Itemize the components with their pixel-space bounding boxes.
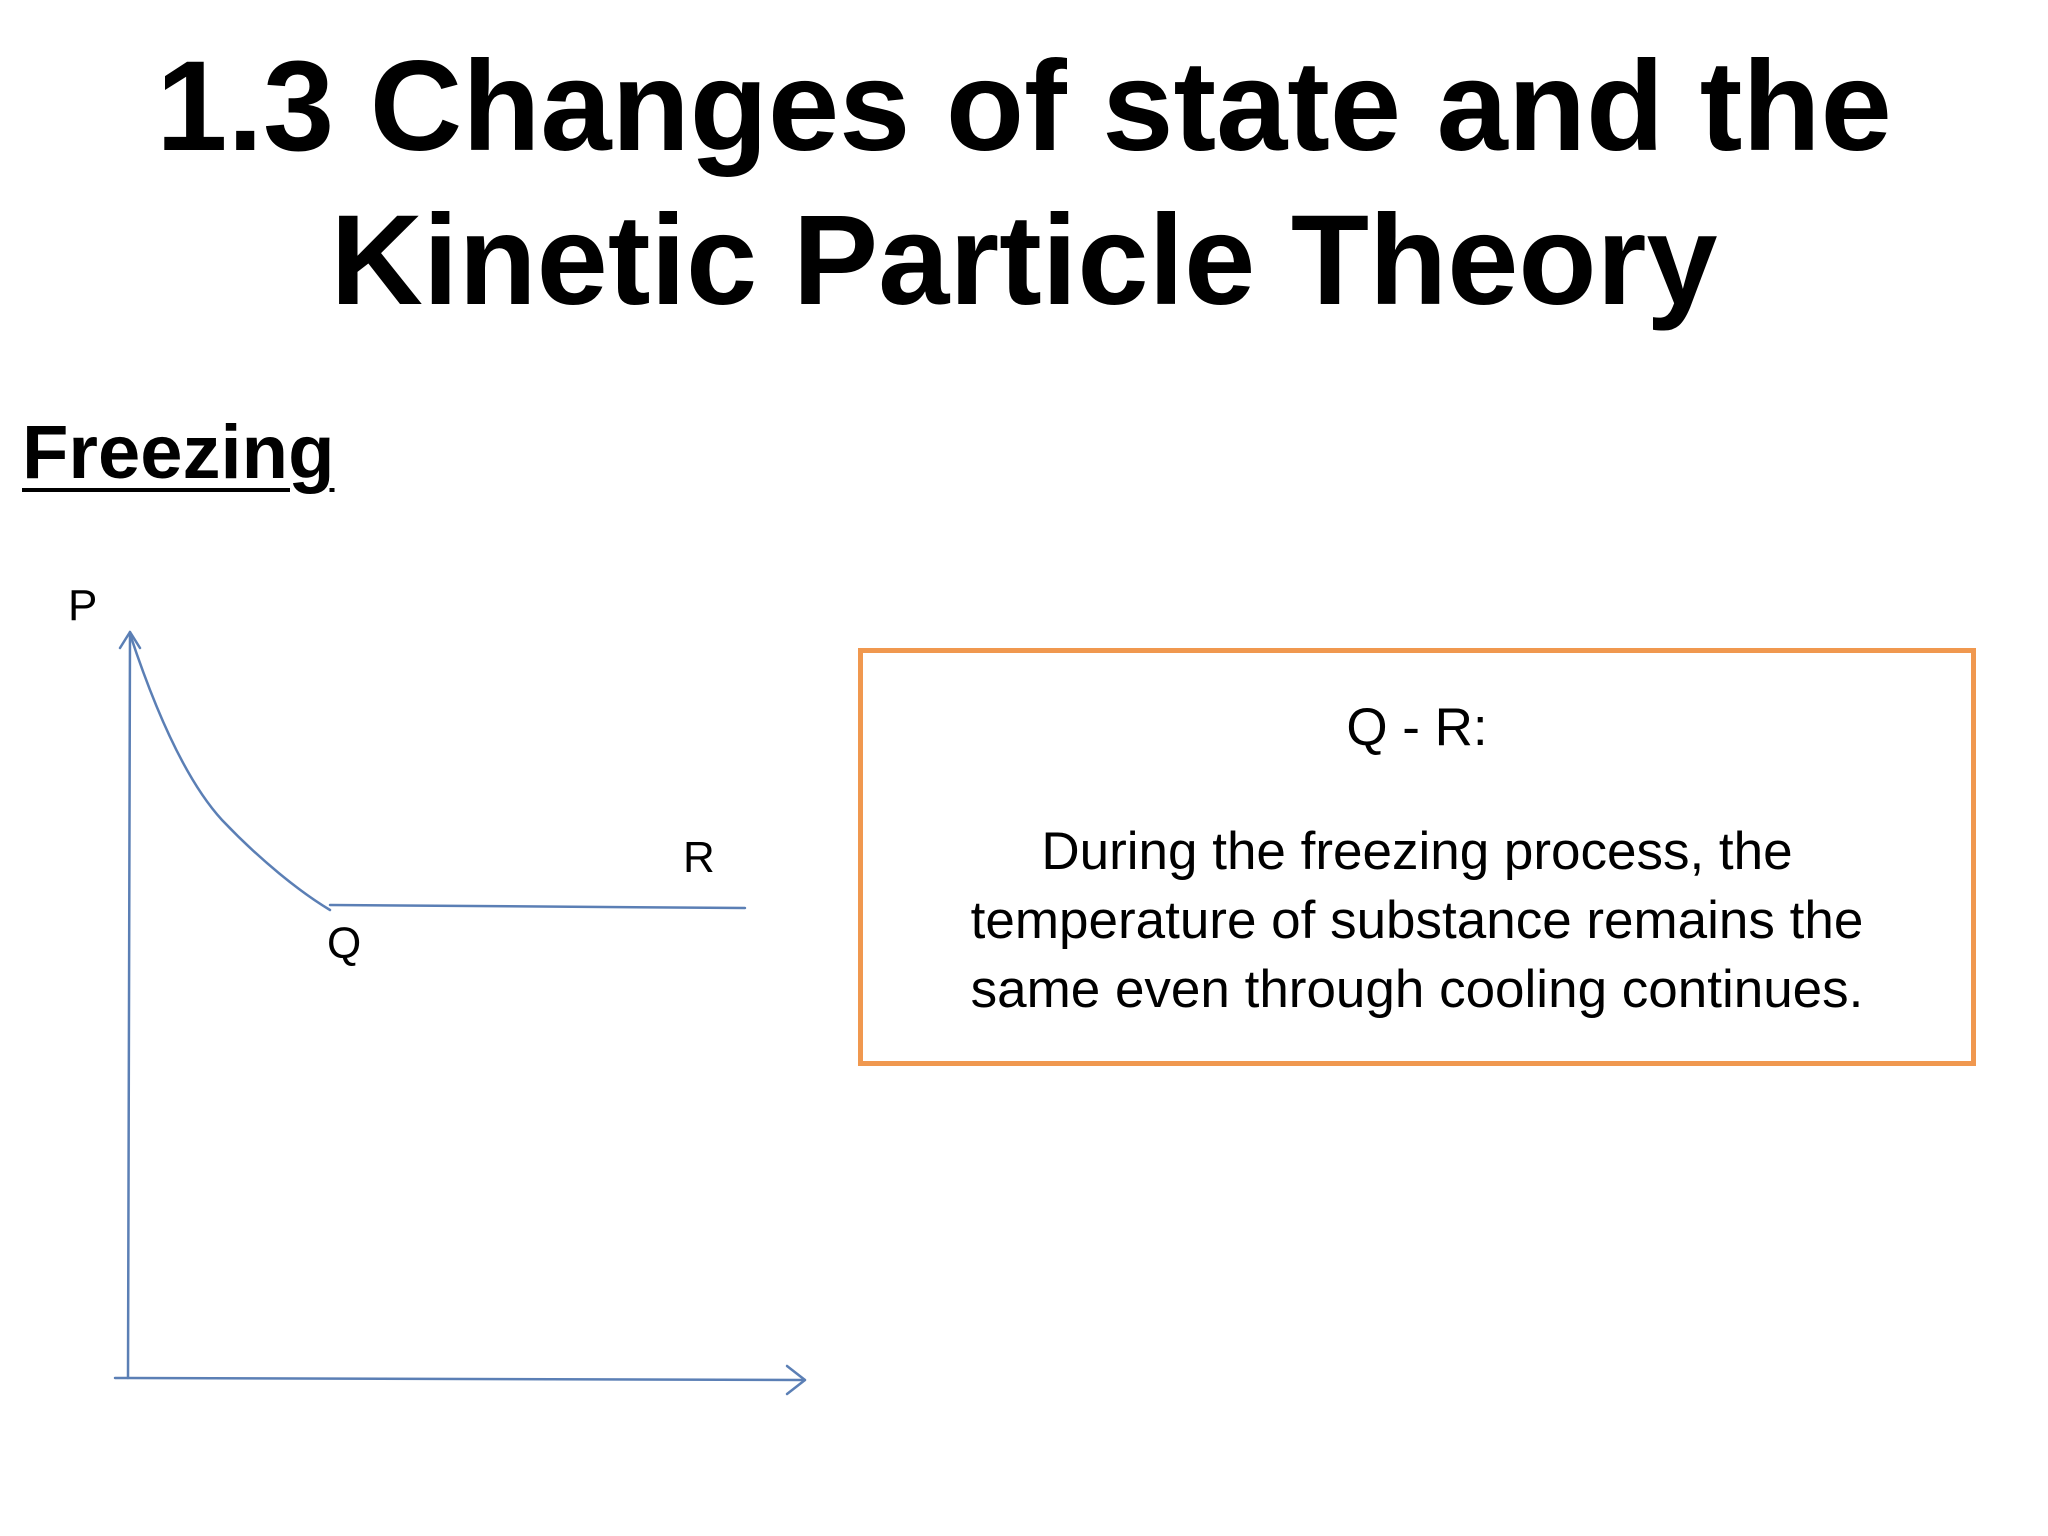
label-q: Q [327,919,361,968]
x-axis [113,1376,807,1382]
info-box: Q - R: During the freezing process, the … [858,648,1976,1066]
slide-title-line-1: 1.3 Changes of state and the [156,35,1892,178]
cooling-curve-diagram: P Q R [68,581,807,1396]
section-heading-freezing: Freezing [22,410,335,495]
cooling-curve-p-q [128,632,332,912]
plateau-q-r [328,903,747,910]
info-box-heading: Q - R: [1346,698,1488,757]
label-r: R [683,833,715,882]
slide-title-line-2: Kinetic Particle Theory [330,189,1718,332]
y-axis [126,630,132,1380]
info-box-body: During the freezing process, the tempera… [970,822,1864,1019]
label-p: P [68,581,97,630]
slide-title: 1.3 Changes of state and the Kinetic Par… [0,30,2048,338]
y-axis-arrowhead [118,630,142,650]
x-axis-arrowhead [785,1364,807,1396]
